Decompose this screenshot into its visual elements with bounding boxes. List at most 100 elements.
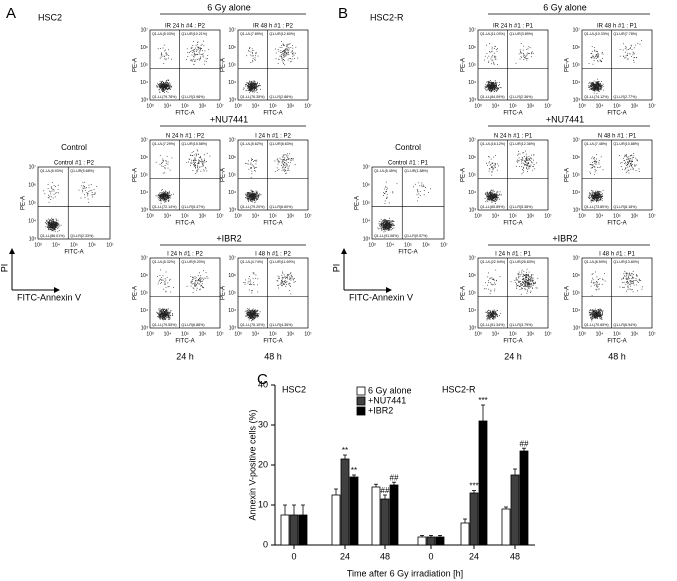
- dot: [591, 196, 592, 198]
- dot: [254, 315, 256, 316]
- dot: [488, 199, 490, 200]
- dot: [159, 317, 161, 319]
- dot: [637, 42, 639, 44]
- dot: [629, 48, 631, 50]
- dot: [282, 160, 283, 162]
- dot: [258, 85, 260, 87]
- dot: [601, 85, 602, 86]
- dot: [45, 222, 46, 223]
- dot: [289, 153, 290, 155]
- dot: [166, 85, 168, 87]
- dot: [158, 84, 160, 85]
- dot: [596, 161, 598, 162]
- dot: [486, 86, 488, 88]
- dot: [249, 313, 251, 315]
- dot: [591, 87, 593, 89]
- dot: [252, 272, 254, 274]
- dot: [191, 155, 193, 156]
- dot: [250, 163, 252, 165]
- dot: [255, 313, 257, 315]
- dot: [251, 80, 253, 82]
- dot: [196, 283, 198, 285]
- dot: [84, 197, 86, 198]
- dot: [53, 224, 55, 226]
- dot: [591, 82, 592, 84]
- group-heading: +IBR2: [216, 233, 241, 243]
- dot: [169, 313, 170, 315]
- dot: [521, 156, 523, 158]
- dot: [283, 45, 285, 46]
- dot: [595, 164, 597, 166]
- dot: [252, 192, 254, 194]
- dot: [197, 280, 199, 281]
- axis-arrow-label: PI: [0, 264, 9, 273]
- dot: [598, 197, 600, 199]
- dot: [495, 46, 496, 47]
- dot: [50, 225, 52, 226]
- dot: [293, 279, 294, 281]
- dot: [628, 169, 630, 171]
- dot: [57, 223, 59, 224]
- dot: [496, 82, 498, 84]
- dot: [170, 86, 172, 88]
- dot: [167, 79, 169, 81]
- dot: [276, 167, 278, 169]
- plot-title: I 24 h #1 : P2: [167, 252, 203, 258]
- dot: [250, 88, 252, 90]
- dot: [189, 162, 191, 164]
- dot: [257, 310, 259, 312]
- dot: [167, 85, 169, 86]
- dot: [630, 168, 632, 170]
- dot: [283, 163, 284, 165]
- dot: [596, 84, 597, 86]
- dot: [159, 83, 161, 85]
- dot: [594, 193, 596, 195]
- dot: [159, 194, 161, 196]
- dot: [283, 51, 285, 53]
- dot: [595, 89, 597, 91]
- dot: [278, 287, 279, 289]
- dot: [47, 197, 49, 198]
- dot: [493, 167, 495, 169]
- dot: [252, 315, 254, 317]
- dot: [202, 55, 204, 57]
- dot: [252, 80, 254, 82]
- dot: [490, 158, 492, 160]
- dot: [597, 197, 599, 198]
- dot: [53, 228, 55, 229]
- dot: [50, 227, 52, 229]
- dot: [193, 283, 195, 284]
- dot: [286, 49, 288, 50]
- quadrant-label: Q1-UL(7.89%): [240, 32, 263, 36]
- dot: [491, 171, 493, 172]
- dot: [625, 172, 627, 173]
- dot: [163, 195, 165, 196]
- quadrant-label: Q1-LR(2.36%): [509, 95, 532, 99]
- dot: [592, 82, 594, 83]
- dot: [491, 82, 493, 84]
- dot: [193, 51, 195, 52]
- dot: [253, 85, 255, 87]
- dot: [594, 85, 596, 87]
- dot: [201, 43, 203, 45]
- dot: [48, 197, 50, 199]
- dot: [166, 197, 167, 199]
- dot: [161, 194, 163, 196]
- dot: [592, 54, 594, 56]
- dot: [592, 89, 593, 91]
- dot: [596, 51, 598, 52]
- dot: [171, 194, 172, 196]
- dot: [257, 314, 258, 316]
- dot: [631, 56, 632, 57]
- dot: [624, 57, 625, 59]
- dot: [492, 163, 493, 164]
- dot: [255, 310, 257, 312]
- dot: [279, 283, 281, 285]
- dot: [520, 53, 522, 54]
- dot: [249, 276, 250, 277]
- dot: [55, 222, 57, 223]
- quadrant-label: Q1-LR(3.98%): [181, 95, 204, 99]
- dot: [162, 89, 164, 91]
- dot: [596, 54, 597, 55]
- dot: [199, 272, 200, 274]
